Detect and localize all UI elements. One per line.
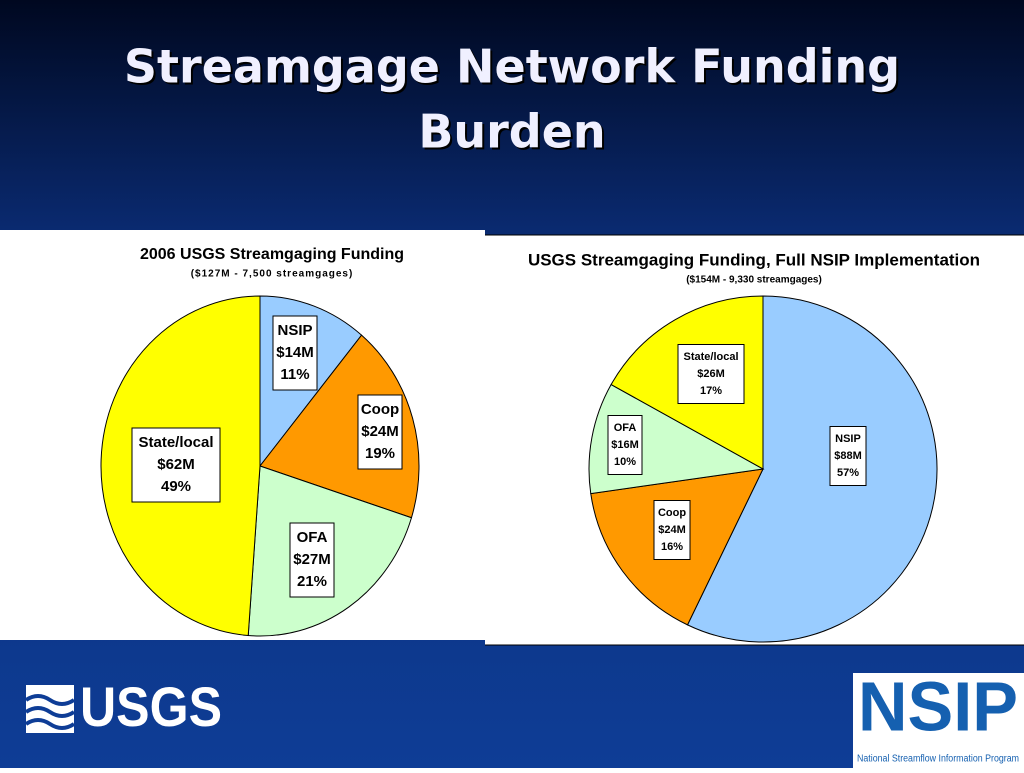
data-label-box	[653, 500, 691, 560]
chart-title: 2006 USGS Streamgaging Funding	[140, 246, 404, 263]
nsip-caption: National Streamflow Information Program	[857, 754, 1019, 765]
data-label-box	[272, 315, 318, 391]
data-label: $26M	[697, 368, 725, 380]
data-label-box	[677, 344, 745, 404]
data-label: 16%	[661, 541, 683, 553]
data-label: 17%	[700, 385, 722, 397]
slide-title: Streamgage Network Funding Streamgage Ne…	[124, 40, 902, 161]
data-label: $24M	[361, 423, 399, 440]
data-label: 49%	[161, 478, 191, 495]
pie-slice	[259, 334, 420, 519]
title-shadow: Burden	[420, 107, 607, 161]
data-label-box	[829, 426, 867, 486]
data-label-box	[607, 415, 643, 475]
data-label: $14M	[276, 344, 314, 361]
data-label: Coop	[658, 507, 686, 519]
title-shadow: Streamgage Network Funding	[126, 42, 902, 96]
data-label-box	[131, 427, 221, 503]
data-label: 57%	[837, 467, 859, 479]
data-label: State/local	[683, 351, 738, 363]
chart-title: USGS Streamgaging Funding, Full NSIP Imp…	[528, 250, 980, 269]
usgs-waves	[24, 694, 76, 730]
data-label: OFA	[614, 422, 637, 434]
usgs-text: USGS	[80, 675, 222, 738]
data-label: 11%	[280, 366, 309, 383]
data-label: $24M	[658, 524, 686, 536]
data-label: $62M	[157, 456, 195, 473]
data-label: NSIP	[277, 322, 312, 339]
data-label: 19%	[365, 445, 395, 462]
title-line: Burden	[418, 105, 605, 159]
data-label: $27M	[293, 551, 331, 568]
data-label: NSIP	[835, 433, 861, 445]
data-label-box	[289, 522, 335, 598]
data-label: OFA	[297, 529, 328, 546]
nsip-text: NSIP	[858, 667, 1018, 745]
pie-slice	[686, 295, 938, 643]
data-label: 21%	[297, 573, 327, 590]
title-line: Streamgage Network Funding	[124, 40, 900, 94]
data-label: State/local	[138, 434, 213, 451]
data-label: $88M	[834, 450, 862, 462]
data-label: 10%	[614, 456, 636, 468]
nsip-box	[853, 673, 1024, 768]
data-label: Coop	[361, 401, 399, 418]
chart-subtitle: ($154M - 9,330 streamgages)	[686, 275, 822, 286]
usgs-logo: USGS	[24, 675, 222, 738]
chart-subtitle: ($127M - 7,500 streamgages)	[191, 269, 354, 280]
data-label-box	[357, 394, 403, 470]
nsip-logo: NSIP National Streamflow Information Pro…	[853, 667, 1024, 768]
data-label: $16M	[611, 439, 639, 451]
